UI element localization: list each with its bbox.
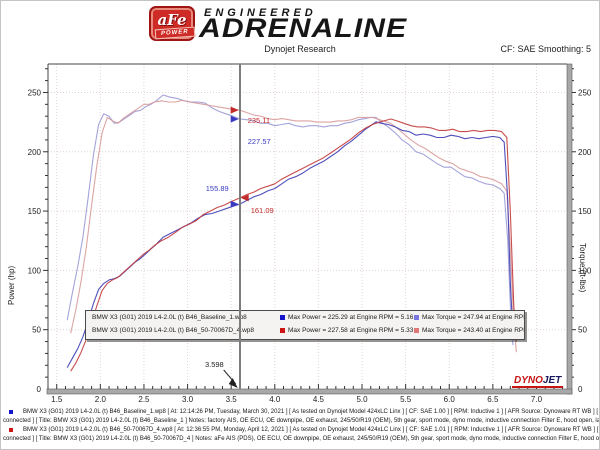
run-info-line: connected ] [ Title: BMW X3 (G01) 2019 L… [1, 417, 599, 426]
brand-adrenaline-text: ADRENALINE [199, 14, 408, 44]
x-tick-label: 1.5 [51, 395, 63, 404]
cursor-marker-arrow [230, 106, 239, 114]
legend-max-power: Max Power = 225.29 at Engine RPM = 5.16 [288, 314, 414, 321]
dynojet-logo-jet: JET [542, 375, 562, 386]
cursor-readout-label: 235.11 [248, 116, 270, 125]
series-afe_torque [70, 99, 517, 353]
y-tick-label-left: 200 [28, 148, 42, 157]
y-tick-label-left: 0 [37, 385, 42, 394]
y-tick-label-left: 150 [28, 207, 42, 216]
legend-box[interactable]: BMW X3 (G01) 2019 L4-2.0L (t) B46_Baseli… [85, 310, 525, 340]
legend-power-swatch [280, 328, 285, 333]
x-tick-label: 5.5 [400, 395, 412, 404]
dynojet-logo: DYNOJET [512, 375, 564, 388]
y-axis-label-power: Power (hp) [7, 265, 16, 305]
y-tick-label-right: 200 [578, 148, 592, 157]
cursor-readout-label: 161.09 [251, 206, 274, 215]
dyno-chart: 1.5 2.0 2.5 3.0 3.5 4.0 4.5 5.0 5.5 6.0 6.5 7.0 0 0 50… [1, 59, 599, 406]
x-tick-label: 4.5 [313, 395, 325, 404]
x-tick-label: 2.0 [95, 395, 107, 404]
legend-row: BMW X3 (G01) 2019 L4-2.0L (t) B46_Baseli… [86, 311, 524, 324]
brand-engineered-text: ENGINEERED [204, 7, 317, 19]
y-tick-label-right: 0 [578, 385, 583, 394]
run-info-footer: BMW X3 (G01) 2019 L4-2.0L (t) B46_Baseli… [1, 408, 599, 444]
legend-torque-swatch [414, 328, 419, 333]
cursor-rpm-label: 3.598 [205, 360, 224, 369]
run-info-line: BMW X3 (G01) 2019 L4-2.0L (t) B46_50-700… [1, 426, 599, 435]
y-tick-label-right: 150 [578, 207, 592, 216]
run-info-text: BMW X3 (G01) 2019 L4-2.0L (t) B46_Baseli… [23, 409, 599, 415]
cursor-readout-label: 227.57 [248, 137, 271, 146]
cursor-rpm-arrowhead [228, 378, 238, 388]
legend-max-torque: Max Torque = 243.40 at Engine RPM = 2.94 [422, 327, 524, 334]
run-info-line: connected ] [ Title: BMW X3 (G01) 2019 L… [1, 435, 599, 444]
x-tick-label: 2.5 [138, 395, 150, 404]
afe-logo-text: aFe [157, 11, 187, 29]
cursor-readout-label: 155.89 [206, 184, 229, 193]
y-tick-label-right: 250 [578, 88, 592, 97]
x-tick-label: 6.0 [444, 395, 456, 404]
run-bullet-icon [9, 428, 13, 432]
y-tick-label-right: 50 [578, 326, 587, 335]
x-tick-label: 6.5 [487, 395, 499, 404]
bottom-axis-bar [46, 388, 573, 395]
x-tick-label: 7.0 [531, 395, 543, 404]
series-baseline_torque [66, 94, 514, 346]
legend-max-power: Max Power = 227.58 at Engine RPM = 5.33 [288, 327, 414, 334]
report-title: Dynojet Research [264, 44, 336, 54]
run-info-line: BMW X3 (G01) 2019 L4-2.0L (t) B46_Baseli… [1, 408, 599, 417]
chart-svg: 1.5 2.0 2.5 3.0 3.5 4.0 4.5 5.0 5.5 6.0 6.5 7.0 0 0 50… [28, 63, 592, 404]
run-info-text: connected ] [ Title: BMW X3 (G01) 2019 L… [3, 436, 599, 442]
chart-cursor-line[interactable] [239, 64, 241, 389]
x-tick-label: 3.0 [182, 395, 194, 404]
run-info-text: connected ] [ Title: BMW X3 (G01) 2019 L… [3, 418, 599, 424]
cursor-marker-arrow [230, 200, 239, 208]
smoothing-setting-label: CF: SAE Smoothing: 5 [500, 44, 591, 54]
legend-row: BMW X3 (G01) 2019 L4-2.0L (t) B46_50-700… [86, 324, 524, 337]
y-tick-label-left: 250 [28, 88, 42, 97]
x-tick-label: 3.5 [226, 395, 238, 404]
legend-power-swatch [280, 315, 285, 320]
run-info-text: BMW X3 (G01) 2019 L4-2.0L (t) B46_50-700… [23, 427, 599, 433]
right-axis-bar [566, 63, 573, 395]
legend-file-name: BMW X3 (G01) 2019 L4-2.0L (t) B46_50-700… [92, 327, 254, 334]
y-tick-label-left: 100 [28, 266, 42, 275]
y-axis-label-torque: Torque (ft-lbs) [578, 243, 587, 293]
legend-file-name: BMW X3 (G01) 2019 L4-2.0L (t) B46_Baseli… [92, 314, 247, 321]
legend-max-torque: Max Torque = 247.94 at Engine RPM = 2.72 [422, 314, 524, 321]
x-tick-label: 5.0 [356, 395, 368, 404]
cursor-marker-arrow [230, 115, 239, 123]
dynojet-logo-dyno: DYNO [514, 375, 543, 386]
cursor-marker-arrow [240, 194, 249, 202]
series-afe_power [70, 118, 517, 372]
run-bullet-icon [9, 410, 13, 414]
y-tick-label-right: 100 [578, 266, 592, 275]
y-tick-label-left: 50 [32, 326, 41, 335]
legend-torque-swatch [414, 315, 419, 320]
x-tick-label: 4.0 [269, 395, 281, 404]
